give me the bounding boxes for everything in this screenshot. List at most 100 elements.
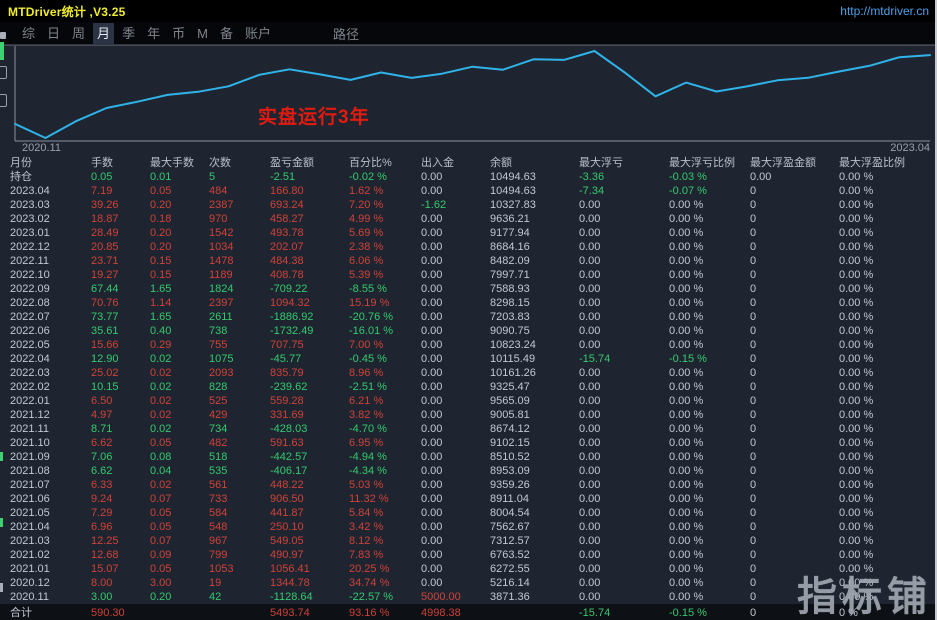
cell: -1886.92 bbox=[270, 311, 314, 323]
cell: 591.63 bbox=[270, 437, 304, 449]
table-row: 2022.11 23.71 0.15 1478 484.38 6.06 % 0.00 8482… bbox=[0, 254, 937, 268]
tab-月[interactable]: 月 bbox=[93, 22, 115, 44]
cell: 12.68 bbox=[91, 549, 119, 561]
cell: 0.00 bbox=[579, 269, 601, 281]
cell: 1056.41 bbox=[270, 563, 310, 575]
cell: 1034 bbox=[209, 241, 234, 253]
cell: 6.50 bbox=[91, 395, 113, 407]
cell: 0.00 bbox=[421, 535, 443, 547]
cell: 0.00 bbox=[579, 367, 601, 379]
tab-综[interactable]: 综 bbox=[22, 25, 36, 41]
edge-button-2[interactable] bbox=[0, 94, 7, 107]
cell: 0.02 bbox=[150, 395, 172, 407]
cell: 0 bbox=[750, 479, 757, 491]
cell: 0.00 % bbox=[839, 227, 874, 239]
tab-年[interactable]: 年 bbox=[147, 25, 161, 41]
cell: 0.00 bbox=[750, 171, 772, 183]
cell: 5.39 % bbox=[349, 269, 384, 281]
table-row: 持仓 0.05 0.01 5 -2.51 -0.02 % 0.00 10494.63 -3.36… bbox=[0, 170, 937, 184]
edge-button-1[interactable] bbox=[0, 66, 7, 79]
cell: 2022.05 bbox=[10, 339, 50, 351]
cell: 0 bbox=[750, 395, 757, 407]
cell: 0.15 bbox=[150, 269, 172, 281]
cell: 2021.05 bbox=[10, 507, 50, 519]
cell: 967 bbox=[209, 535, 228, 547]
cell: 559.28 bbox=[270, 395, 304, 407]
total-row: 合计 590.30 5493.74 93.16 % 4998.38 -15.74 -0.15… bbox=[0, 604, 937, 620]
cell: 0 bbox=[750, 521, 757, 533]
cell: 20.25 % bbox=[349, 563, 390, 575]
cell: 2022.11 bbox=[10, 255, 49, 267]
cell: 19.27 bbox=[91, 269, 119, 281]
balance-chart-panel: 2020.11 2023.04 实盘运行3年 bbox=[0, 45, 937, 157]
cell: 0.18 bbox=[150, 213, 172, 225]
tab-备[interactable]: 备 bbox=[219, 25, 233, 41]
table-row: 2022.08 70.76 1.14 2397 1094.32 15.19 % 0.00 82… bbox=[0, 296, 937, 310]
cell: 1189 bbox=[209, 269, 233, 281]
cell: 3.00 bbox=[91, 591, 113, 603]
tab-周[interactable]: 周 bbox=[72, 25, 86, 41]
cell: 0 bbox=[750, 199, 757, 211]
tab-币[interactable]: 币 bbox=[172, 25, 186, 41]
tab-季[interactable]: 季 bbox=[122, 25, 136, 41]
cell: 8.71 bbox=[91, 423, 113, 435]
cell: 0.00 % bbox=[839, 311, 874, 323]
cell: 0.29 bbox=[150, 339, 172, 351]
cell: 4.97 bbox=[91, 409, 113, 421]
cell: -0.07 % bbox=[669, 185, 707, 197]
cell: 835.79 bbox=[270, 367, 304, 379]
cell: 202.07 bbox=[270, 241, 304, 253]
cell: 484 bbox=[209, 185, 228, 197]
cell: 0.00 % bbox=[839, 339, 874, 351]
cell: 0.05 bbox=[150, 437, 172, 449]
cell: 8911.04 bbox=[490, 493, 529, 505]
cell: 6.62 bbox=[91, 437, 113, 449]
cell: 1478 bbox=[209, 255, 234, 267]
cell: -45.77 bbox=[270, 353, 302, 365]
cell: 734 bbox=[209, 423, 228, 435]
cell: 0.00 % bbox=[839, 507, 874, 519]
website-link[interactable]: http://mtdriver.cn bbox=[840, 4, 929, 18]
path-button[interactable]: 路径 bbox=[332, 26, 359, 42]
cell: 0.15 bbox=[150, 255, 172, 267]
cell: 2021.06 bbox=[10, 493, 50, 505]
cell: 0 bbox=[750, 381, 757, 393]
table-row: 2020.12 8.00 3.00 19 1344.78 34.74 % 0.00 5216.… bbox=[0, 576, 937, 590]
cell: 10327.83 bbox=[490, 199, 536, 211]
cell: 6763.52 bbox=[490, 549, 530, 561]
cell: 0.00 % bbox=[669, 493, 704, 505]
window-title: MTDriver统计 ,V3.25 bbox=[8, 4, 126, 19]
cell: 7.00 % bbox=[349, 339, 384, 351]
cell: 1344.78 bbox=[270, 577, 310, 589]
cell: 3.00 bbox=[150, 577, 172, 589]
table-row: 2022.05 15.66 0.29 755 707.75 7.00 % 0.00 10823… bbox=[0, 338, 937, 352]
cell: 250.10 bbox=[270, 521, 304, 533]
cell: 0 bbox=[750, 325, 757, 337]
x-axis-end-label: 2023.04 bbox=[890, 142, 930, 154]
cell: 0.00 bbox=[421, 493, 443, 505]
tab-账户[interactable]: 账户 bbox=[244, 25, 271, 41]
cell: 42 bbox=[209, 591, 222, 603]
cell: 0.00 bbox=[421, 297, 443, 309]
cell: 8482.09 bbox=[490, 255, 530, 267]
cell: -20.76 % bbox=[349, 311, 394, 323]
cell: 1.62 % bbox=[349, 185, 384, 197]
cell: 0.01 bbox=[150, 171, 172, 183]
cell: 3.42 % bbox=[349, 521, 384, 533]
cell: 0.00 % bbox=[669, 437, 704, 449]
cell: 0.00 % bbox=[669, 451, 704, 463]
cell: 738 bbox=[209, 325, 228, 337]
tab-日[interactable]: 日 bbox=[47, 25, 61, 41]
cell: 67.44 bbox=[91, 283, 119, 295]
cell: -0.03 % bbox=[669, 171, 707, 183]
cell: 755 bbox=[209, 339, 228, 351]
cell: 828 bbox=[209, 381, 228, 393]
cell: 34.74 % bbox=[349, 577, 390, 589]
cell: -1.62 bbox=[421, 199, 447, 211]
watermark: 指标铺 bbox=[797, 575, 932, 619]
tab-M[interactable]: M bbox=[197, 25, 208, 41]
cell: 0.00 bbox=[421, 423, 443, 435]
table-row: 2021.10 6.62 0.05 482 591.63 6.95 % 0.00 9102.1… bbox=[0, 436, 937, 450]
cell: 0 bbox=[750, 255, 757, 267]
cell: 20.85 bbox=[91, 241, 119, 253]
